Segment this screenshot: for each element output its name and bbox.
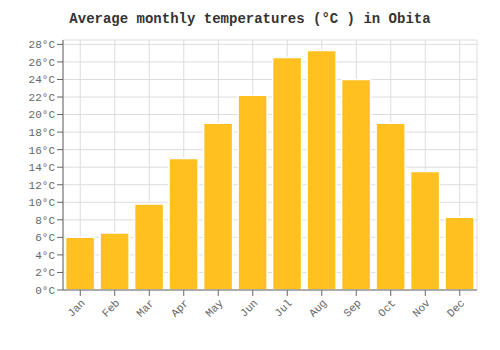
svg-text:Jun: Jun	[238, 297, 260, 319]
svg-text:24°C: 24°C	[29, 74, 56, 86]
svg-text:Aug: Aug	[307, 297, 329, 319]
svg-text:28°C: 28°C	[29, 39, 56, 51]
svg-text:Sep: Sep	[341, 297, 363, 319]
svg-text:26°C: 26°C	[29, 57, 56, 69]
svg-text:18°C: 18°C	[29, 127, 56, 139]
svg-text:4°C: 4°C	[35, 250, 55, 262]
html-text:Average monthly temperatures (: Average monthly temperatures (°C ) in Ob…	[69, 11, 431, 27]
svg-text:Dec: Dec	[445, 297, 467, 319]
svg-text:12°C: 12°C	[29, 180, 56, 192]
svg-text:20°C: 20°C	[29, 109, 56, 121]
svg-text:10°C: 10°C	[29, 197, 56, 209]
svg-text:0°C: 0°C	[35, 285, 55, 297]
svg-text:Nov: Nov	[410, 297, 433, 320]
svg-text:Jan: Jan	[65, 297, 87, 319]
svg-text:Feb: Feb	[100, 297, 122, 319]
svg-text:Jul: Jul	[272, 297, 294, 319]
svg-text:16°C: 16°C	[29, 145, 56, 157]
svg-text:May: May	[203, 297, 226, 320]
svg-text:Apr: Apr	[169, 297, 191, 319]
svg-text:22°C: 22°C	[29, 92, 56, 104]
svg-text:8°C: 8°C	[35, 215, 55, 227]
svg-text:Oct: Oct	[376, 297, 398, 319]
svg-text:2°C: 2°C	[35, 267, 55, 279]
svg-text:6°C: 6°C	[35, 232, 55, 244]
svg-text:14°C: 14°C	[29, 162, 56, 174]
svg-text:Mar: Mar	[134, 297, 156, 319]
